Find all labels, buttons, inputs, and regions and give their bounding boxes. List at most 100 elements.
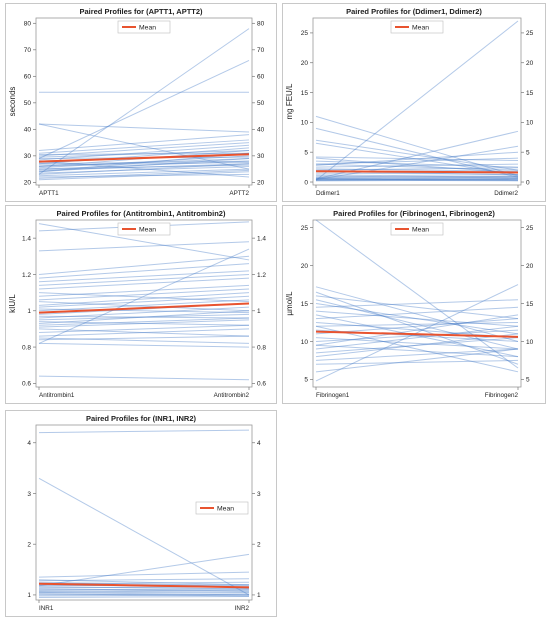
- subject-profile-line: [38, 477, 250, 596]
- chart-antitrombin: Paired Profiles for (Antitrombin1, Antit…: [8, 209, 266, 399]
- mean-line: [315, 330, 519, 338]
- legend-label: Mean: [217, 506, 234, 513]
- subject-profile-line: [315, 291, 519, 365]
- panel-inr: Paired Profiles for (INR1, INR2) 1 1 2 2 3 3 4 4…: [5, 410, 277, 617]
- legend-box: [390, 222, 444, 236]
- subject-profile-line: [38, 301, 250, 312]
- y-tick-label: 80: [24, 21, 32, 28]
- subject-profile-line: [38, 164, 250, 170]
- chart-title: Paired Profiles for (Fibrinogen1, Fibrin…: [333, 209, 495, 218]
- y-axis-label: kIU/L: [8, 294, 17, 313]
- panel-antitrombin: Paired Profiles for (Antitrombin1, Antit…: [5, 205, 277, 404]
- plot-area: [35, 17, 253, 186]
- mean-line: [38, 153, 250, 163]
- subject-profile-line: [315, 174, 519, 178]
- subject-profile-line: [38, 123, 250, 133]
- subject-profile-line: [38, 328, 250, 337]
- subject-profile-line: [315, 310, 519, 327]
- y-tick-label: 10: [301, 120, 309, 127]
- subject-profile-line: [38, 313, 250, 321]
- subject-profile-line: [38, 579, 250, 586]
- subject-profile-line: [315, 299, 519, 350]
- subject-profile-line: [38, 123, 250, 170]
- x-tick-label: Antitrombin2: [214, 392, 250, 399]
- subject-profile-line: [315, 337, 519, 354]
- subject-profile-line: [38, 588, 250, 592]
- subject-profile-line: [315, 168, 519, 172]
- subject-profile-line: [315, 325, 519, 350]
- y-tick-label: 30: [24, 153, 32, 160]
- subject-profile-line: [315, 157, 519, 165]
- y2-tick-label: 0.8: [257, 344, 266, 351]
- subject-profile-line: [38, 306, 250, 319]
- subject-profile-line: [38, 578, 250, 582]
- subject-profile-line: [38, 375, 250, 381]
- mean-line: [315, 170, 519, 174]
- y2-tick-label: 50: [257, 100, 265, 107]
- subject-profile-line: [315, 348, 519, 361]
- subject-profile-line: [38, 161, 250, 166]
- subject-profile-line: [38, 152, 250, 156]
- subject-profile-line: [38, 155, 250, 169]
- y-tick-label: 25: [301, 30, 309, 37]
- y2-tick-label: 20: [526, 60, 534, 67]
- subject-profile-line: [315, 284, 519, 382]
- plot-area: [35, 424, 253, 601]
- subject-profile-line: [38, 169, 250, 179]
- subject-profile-line: [38, 163, 250, 175]
- y-tick-label: 0.6: [22, 381, 31, 388]
- subject-profile-line: [38, 295, 250, 308]
- subject-profile-line: [38, 171, 250, 181]
- subject-profile-line: [38, 277, 250, 290]
- y-tick-label: 25: [301, 225, 309, 232]
- y-tick-label: 3: [27, 491, 31, 498]
- subject-profile-line: [38, 299, 250, 312]
- y-tick-label: 0.8: [22, 344, 31, 351]
- subject-profile-line: [315, 329, 519, 342]
- subject-profile-line: [38, 144, 250, 161]
- subject-profile-line: [38, 241, 250, 252]
- subject-profile-line: [315, 175, 519, 178]
- y2-tick-label: 1.4: [257, 235, 266, 242]
- subject-profile-line: [38, 157, 250, 173]
- subject-profile-line: [315, 314, 519, 346]
- y2-tick-label: 80: [257, 21, 265, 28]
- y2-tick-label: 30: [257, 153, 265, 160]
- subject-profile-line: [315, 163, 519, 171]
- subject-profile-line: [38, 328, 250, 337]
- subject-profile-line: [38, 263, 250, 279]
- y-tick-label: 1.2: [22, 272, 31, 279]
- subject-profile-line: [315, 286, 519, 342]
- subject-profile-line: [38, 429, 250, 434]
- subject-profile-line: [38, 321, 250, 326]
- y-tick-label: 20: [301, 263, 309, 270]
- subject-profile-line: [315, 314, 519, 358]
- subject-profile-line: [38, 150, 250, 158]
- subject-profile-line: [38, 270, 250, 283]
- subject-profile-line: [38, 310, 250, 324]
- subject-profile-line: [315, 178, 519, 181]
- subject-profile-line: [315, 20, 519, 181]
- subject-profile-line: [315, 145, 519, 181]
- subject-profile-line: [38, 139, 250, 154]
- x-tick-label: INR1: [39, 605, 54, 612]
- y-tick-label: 0: [304, 179, 308, 186]
- chart-title: Paired Profiles for (APTT1, APTT2): [79, 7, 203, 16]
- legend-label: Mean: [412, 25, 429, 32]
- subject-profile-line: [315, 172, 519, 175]
- legend-box: [195, 501, 249, 515]
- subject-profile-line: [38, 593, 250, 597]
- subject-profile-line: [38, 157, 250, 167]
- subject-profile-line: [38, 168, 250, 177]
- y2-tick-label: 70: [257, 47, 265, 54]
- subject-profile-line: [38, 324, 250, 334]
- subject-profile-line: [315, 175, 519, 179]
- subject-profile-line: [315, 127, 519, 178]
- subject-profile-line: [315, 156, 519, 162]
- subject-profile-line: [38, 248, 250, 344]
- legend-label: Mean: [139, 25, 156, 32]
- y-tick-label: 15: [301, 301, 309, 308]
- y-tick-label: 20: [24, 180, 32, 187]
- plot-area: [312, 17, 522, 186]
- y-tick-label: 60: [24, 74, 32, 81]
